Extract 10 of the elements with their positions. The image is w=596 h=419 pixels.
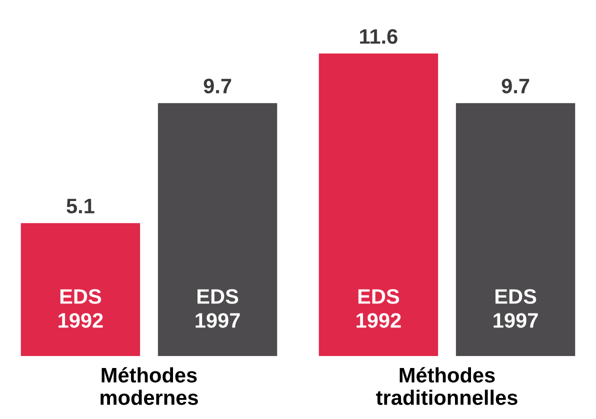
series-label: EDS 1997 [196,289,240,328]
x-tick-label: Méthodes modernes [100,367,198,406]
x-tick-label: Méthodes traditionnelles [376,367,518,406]
data-label: 9.7 [502,78,530,94]
text: EDS 1997 [494,289,538,328]
text: EDS 1992 [356,289,401,328]
data-label: 9.7 [204,78,232,94]
data-label: 11.6 [360,29,398,44]
series-label: EDS 1992 [58,289,103,328]
data-label: 5.1 [66,198,94,214]
